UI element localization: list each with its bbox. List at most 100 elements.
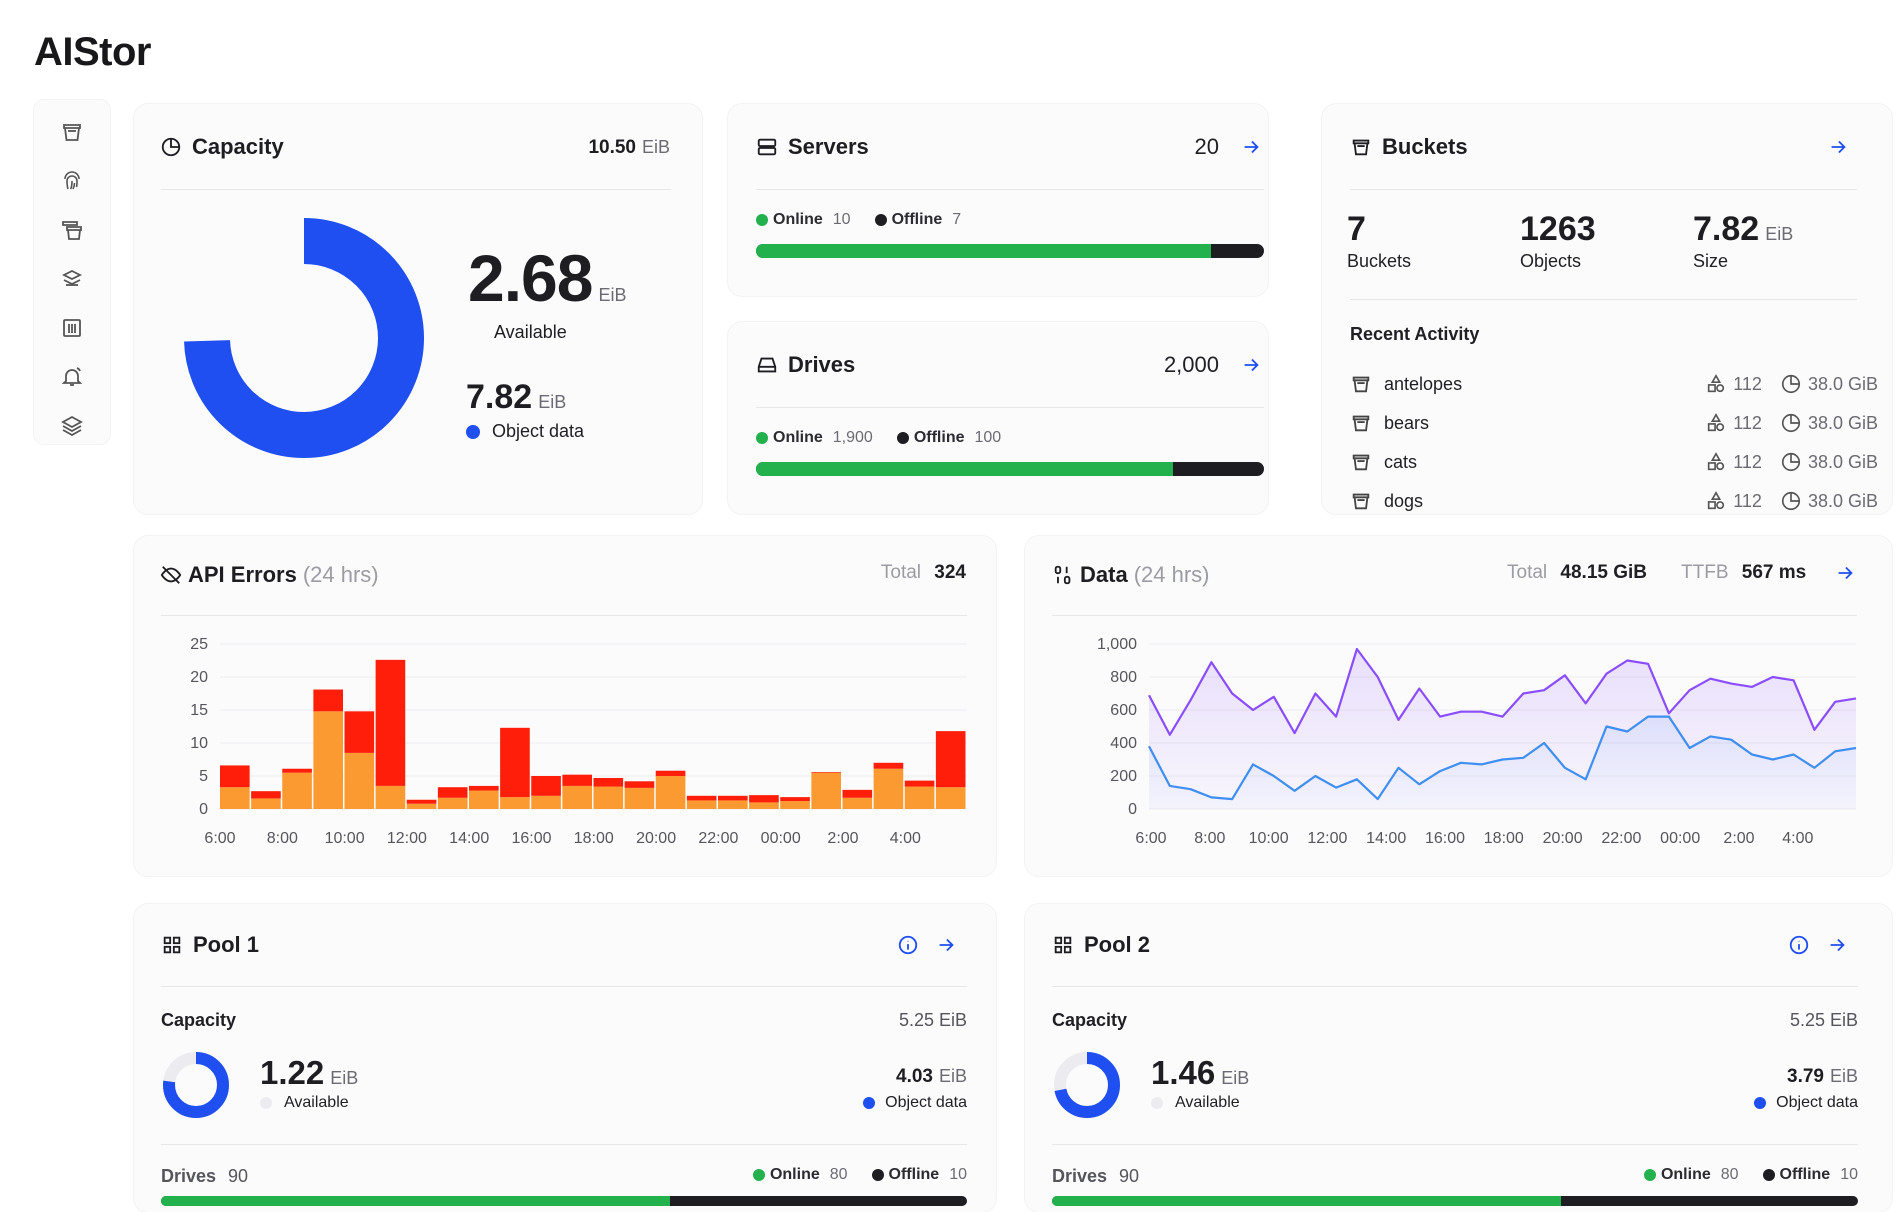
data-x-tick-label: 2:00 <box>1723 830 1754 847</box>
buckets-arrow-icon[interactable] <box>1827 136 1849 158</box>
error-bar-upper-segment <box>593 777 624 787</box>
activity-objects: 112 <box>1733 451 1762 472</box>
error-bar-lower-segment <box>655 776 686 809</box>
activity-size: 38.0 GiB <box>1807 490 1878 511</box>
data-total: Total 48.15 GiB <box>1507 562 1648 583</box>
buckets-stat: 7 Buckets <box>1347 210 1412 271</box>
drives-arrow-icon[interactable] <box>1240 354 1262 376</box>
pool-available: 1.22 EiB <box>260 1054 359 1091</box>
pool-drives: Drives 90 <box>1052 1166 1140 1186</box>
drives-count: 2,000 <box>1163 352 1219 377</box>
bucket-icon[interactable] <box>60 120 84 144</box>
error-bar-upper-segment <box>251 791 281 799</box>
activity-row[interactable]: antelopes 112 38.0 GiB <box>1350 372 1878 396</box>
error-bar-lower-segment <box>220 787 250 809</box>
bucket-icon <box>1350 136 1372 158</box>
pool-object: 4.03 EiB <box>896 1066 967 1087</box>
drives-status-bar <box>756 462 1264 476</box>
available-block: 2.68 EiB <box>468 241 627 315</box>
object-block: 7.82 EiB <box>466 378 567 416</box>
online-dot <box>756 431 768 444</box>
activity-objects: 112 <box>1733 412 1762 433</box>
shapes-icon <box>1705 451 1727 473</box>
activity-row[interactable]: dogs 112 38.0 GiB <box>1350 489 1878 513</box>
errors-x-tick-label: 12:00 <box>387 830 427 847</box>
online-dot <box>752 1168 765 1181</box>
pool-divider <box>161 986 967 987</box>
data-x-tick-label: 8:00 <box>1194 830 1225 847</box>
error-bar-lower-segment <box>406 803 437 809</box>
blue-series-area <box>1149 716 1856 809</box>
stack-icon[interactable] <box>60 414 84 438</box>
errors-y-tick-label: 5 <box>199 768 208 785</box>
errors-x-tick-label: 10:00 <box>325 830 365 847</box>
error-bar-lower-segment <box>873 768 904 809</box>
api-errors-period: (24 hrs) <box>302 562 379 587</box>
layers-hand-icon[interactable] <box>60 267 84 291</box>
eye-off-icon <box>160 564 182 586</box>
offline-dot <box>871 1168 884 1181</box>
error-bar-lower-segment <box>935 787 966 809</box>
pool-drives-legend: Online 80 Offline 10 <box>561 1166 967 1184</box>
error-bar-upper-segment <box>935 731 966 788</box>
data-arrow-icon[interactable] <box>1834 562 1856 584</box>
capacity-header: Capacity <box>160 134 284 160</box>
pool-object-legend: Object data <box>761 1094 967 1112</box>
error-bar-upper-segment <box>842 789 873 798</box>
errors-x-tick-label: 20:00 <box>636 830 676 847</box>
error-bar-lower-segment <box>251 798 281 809</box>
error-bar-upper-segment <box>686 795 717 801</box>
available-label: Available <box>494 322 567 342</box>
data-x-tick-label: 10:00 <box>1249 830 1289 847</box>
data-x-tick-label: 6:00 <box>1135 830 1166 847</box>
online-dot <box>1643 1168 1656 1181</box>
pool-arrow-icon[interactable] <box>1826 934 1848 956</box>
shapes-icon <box>1705 490 1727 512</box>
activity-size: 38.0 GiB <box>1807 412 1878 433</box>
pool-available: 1.46 EiB <box>1151 1054 1250 1091</box>
offline-dot <box>1762 1168 1775 1181</box>
error-bar-lower-segment <box>313 711 343 809</box>
info-icon[interactable] <box>1788 934 1810 956</box>
error-bar-lower-segment <box>811 772 841 809</box>
blue-series-line <box>1148 715 1857 801</box>
data-period: (24 hrs) <box>1133 562 1210 587</box>
error-bar-lower-segment <box>718 800 748 809</box>
error-bar-lower-segment <box>469 790 499 809</box>
data-x-tick-label: 4:00 <box>1782 830 1813 847</box>
errors-x-tick-label: 16:00 <box>511 830 551 847</box>
data-x-tick-label: 22:00 <box>1601 830 1641 847</box>
bell-icon[interactable] <box>60 365 84 389</box>
offline-dot <box>874 213 887 226</box>
data-y-tick-label: 600 <box>1110 702 1137 719</box>
object-value: 7.82 <box>466 378 533 416</box>
activity-objects: 112 <box>1733 373 1762 394</box>
pool-card <box>1025 904 1892 1212</box>
activity-row[interactable]: bears 112 38.0 GiB <box>1350 411 1878 435</box>
available-dot <box>1151 1097 1163 1109</box>
drives-online-fill <box>756 462 1173 476</box>
data-x-tick-label: 12:00 <box>1307 830 1347 847</box>
binary-icon <box>1052 564 1074 586</box>
fingerprint-icon[interactable] <box>60 169 84 193</box>
buckets-icon[interactable] <box>60 218 84 242</box>
pool-arrow-icon[interactable] <box>935 934 957 956</box>
servers-arrow-icon[interactable] <box>1240 136 1262 158</box>
activity-row[interactable]: cats 112 38.0 GiB <box>1350 450 1878 474</box>
data-title: Data <box>1080 562 1128 587</box>
pool-capacity-total: 5.25 EiB <box>898 1010 967 1030</box>
data-x-tick-label: 18:00 <box>1484 830 1524 847</box>
pool-donut-used-arc <box>163 1052 229 1118</box>
columns-icon[interactable] <box>60 316 84 340</box>
data-header: Data (24 hrs) <box>1052 562 1209 588</box>
info-icon[interactable] <box>897 934 919 956</box>
pool-capacity-label: Capacity <box>1052 1010 1128 1030</box>
drives-title: Drives <box>788 352 856 377</box>
error-bar-lower-segment <box>500 797 530 809</box>
available-value: 2.68 <box>468 241 593 315</box>
error-bar-upper-segment <box>904 780 935 787</box>
error-bar-upper-segment <box>469 785 499 791</box>
buckets-stats-divider <box>1350 299 1857 300</box>
servers-legend: Online 10 Offline 7 <box>756 211 961 229</box>
error-bar-upper-segment <box>313 689 343 712</box>
